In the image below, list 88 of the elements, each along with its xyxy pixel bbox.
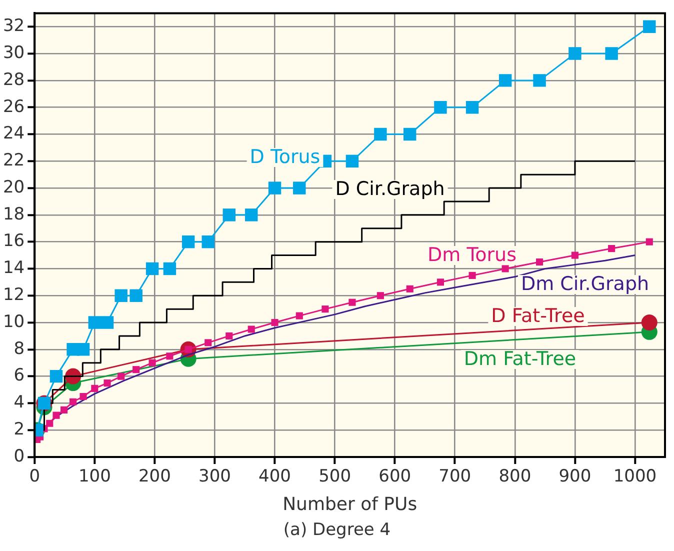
point — [248, 326, 255, 333]
point — [605, 47, 618, 60]
x-tick-label: 300 — [198, 466, 231, 487]
point — [163, 262, 176, 276]
point — [146, 262, 159, 276]
point — [608, 245, 616, 252]
point — [536, 258, 544, 266]
point — [91, 384, 98, 392]
y-tick-label: 16 — [2, 231, 25, 252]
point — [434, 100, 447, 114]
y-tick-label: 10 — [2, 312, 25, 332]
point — [114, 289, 128, 302]
y-tick-label: 20 — [2, 177, 25, 198]
y-tick-label: 24 — [2, 124, 25, 144]
point — [222, 208, 236, 222]
point — [646, 238, 653, 246]
text: (a) Degree 4 — [282, 520, 392, 540]
point — [132, 366, 140, 374]
point — [148, 359, 156, 366]
point — [348, 298, 356, 306]
point — [118, 372, 125, 380]
point — [202, 235, 214, 248]
point — [80, 392, 87, 400]
point — [104, 380, 111, 387]
point — [268, 182, 282, 194]
series-label: Dm Torus — [428, 244, 516, 266]
x-axis-title: Number of PUs — [282, 494, 418, 515]
y-tick-label: 14 — [2, 258, 25, 278]
point — [204, 339, 212, 346]
point — [403, 128, 416, 141]
point — [571, 252, 578, 259]
y-tick-label: 8 — [14, 338, 25, 359]
point — [436, 278, 444, 286]
point — [76, 343, 90, 356]
y-tick-label: 12 — [2, 285, 25, 306]
y-tick-label: 26 — [2, 96, 25, 117]
y-tick-label: 32 — [2, 16, 25, 36]
y-tick-label: 4 — [14, 392, 25, 413]
point — [88, 316, 102, 329]
point — [376, 292, 384, 300]
x-tick-label: 600 — [378, 466, 412, 487]
x-tick-label: 800 — [498, 466, 532, 487]
point — [641, 314, 658, 331]
y-tick-label: 22 — [2, 150, 25, 171]
y-tick-label: 6 — [14, 366, 25, 386]
series-label: D Torus — [250, 146, 320, 168]
x-tick-label: 700 — [438, 466, 472, 487]
point — [166, 352, 174, 360]
point — [271, 318, 278, 326]
point — [100, 316, 114, 329]
point — [293, 182, 306, 194]
point — [374, 128, 387, 141]
point — [182, 235, 195, 248]
y-tick-label: 28 — [2, 70, 25, 90]
series-label: D Cir.Graph — [335, 178, 445, 200]
point — [568, 47, 582, 60]
point — [130, 289, 142, 302]
point — [244, 208, 258, 222]
x-tick-label: 100 — [78, 466, 111, 487]
series-label: Dm Fat-Tree — [464, 348, 576, 370]
x-tick-label: 400 — [258, 466, 291, 487]
point — [70, 398, 77, 406]
x-tick-label: 900 — [558, 466, 592, 487]
point — [322, 306, 329, 313]
point — [468, 272, 476, 279]
x-tick-label: 0 — [29, 466, 40, 487]
point — [346, 154, 359, 168]
y-tick-label: 30 — [2, 42, 25, 63]
y-tick-label: 18 — [2, 204, 25, 224]
series-label: Dm Cir.Graph — [520, 272, 650, 295]
point — [226, 332, 233, 340]
point — [50, 370, 63, 383]
point — [52, 412, 60, 419]
series-label: D Fat-Tree — [491, 304, 585, 327]
x-tick-label: 200 — [138, 466, 171, 487]
point — [502, 265, 509, 272]
point — [533, 74, 546, 87]
y-tick-label: 2 — [14, 420, 25, 440]
x-tick-label: 500 — [318, 466, 352, 487]
y-tick-label: 0 — [14, 446, 25, 466]
point — [46, 420, 54, 427]
point — [643, 20, 656, 34]
point — [296, 312, 303, 320]
point — [466, 100, 479, 114]
point — [498, 74, 512, 87]
x-tick-label: 1000 — [613, 466, 657, 487]
point — [406, 285, 414, 292]
point — [60, 406, 68, 414]
